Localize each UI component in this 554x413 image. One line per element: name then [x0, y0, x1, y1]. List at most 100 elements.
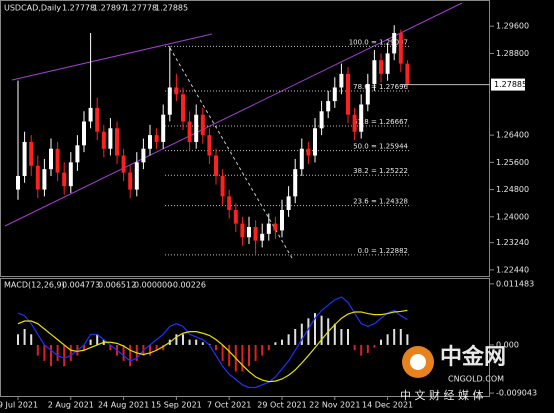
candle-body [167, 87, 172, 115]
candle-body [365, 84, 370, 105]
candle-body [346, 73, 350, 115]
macd-histogram-bar [30, 334, 33, 345]
candle-body [154, 135, 159, 142]
macd-histogram-bar [175, 334, 178, 345]
macd-header-value: 0.004773 [62, 281, 100, 290]
candle-body [108, 128, 113, 149]
y-tick-label: 1.24000 [496, 212, 529, 221]
macd-histogram-bar [221, 344, 224, 361]
candle-body [35, 165, 40, 190]
candle-body [55, 148, 60, 173]
macd-histogram-bar [307, 318, 310, 345]
candle-body [148, 135, 152, 149]
macd-histogram-bar [182, 334, 184, 345]
candle-body [293, 169, 298, 197]
y-tick-label: 1.29600 [496, 22, 529, 31]
candle-body [260, 233, 265, 241]
price-panel-frame [0, 0, 490, 277]
header-value: 1.27885 [155, 4, 188, 13]
candle-body [240, 223, 245, 238]
fib-label: 38.2 = 1.25222 [353, 167, 408, 175]
macd-histogram-bar [386, 334, 389, 345]
watermark-slogan: 中 文 财 经 媒 体 [400, 388, 483, 402]
watermark-brand: 中金网 [440, 344, 506, 370]
header-value: 1.27897 [93, 4, 126, 13]
candle-body [220, 175, 225, 197]
candle-body [42, 169, 47, 190]
macd-header-value: 0.006512 [98, 281, 136, 290]
fib-label: 50.0 = 1.25944 [353, 143, 408, 151]
symbol-title: USDCAD,Daily [4, 4, 61, 13]
macd-histogram-bar [96, 334, 99, 345]
macd-line [17, 309, 408, 383]
candle-body [392, 33, 397, 54]
candle-body [16, 175, 20, 190]
candle-body [194, 114, 199, 142]
macd-histogram-bar [241, 344, 244, 372]
y-tick-label: 1.24800 [496, 185, 529, 194]
candle-body [214, 155, 218, 176]
candle-body [22, 141, 27, 176]
y-tick-label: 1.22440 [496, 265, 529, 274]
macd-histogram-bar [17, 334, 19, 345]
candle-body [75, 145, 80, 163]
trend-line-upper [11, 33, 213, 81]
watermark-site: CNGOLD.COM [448, 375, 504, 384]
candle-body [266, 223, 271, 234]
candle-body [62, 172, 67, 187]
candle-body [385, 53, 390, 74]
candle-body [200, 114, 205, 136]
macd-histogram-bar [300, 323, 303, 345]
y-tick-label: 1.25600 [496, 158, 529, 167]
macd-histogram-bar [195, 339, 198, 345]
candle-body [29, 141, 34, 166]
fib-label: 78.6 = 1.27696 [353, 83, 408, 91]
candle-body [306, 148, 311, 156]
candle-body [161, 114, 166, 142]
candle-body [352, 114, 357, 132]
candle-body [95, 107, 100, 132]
candle-body [207, 135, 212, 156]
macd-histogram-bar [122, 344, 125, 361]
macd-histogram-bar [89, 339, 92, 345]
candle-body [339, 73, 344, 88]
macd-y-tick-label: 0.000 [496, 340, 519, 349]
macd-histogram-bar [399, 328, 402, 345]
macd-histogram-bar [63, 344, 66, 367]
macd-histogram-bar [366, 344, 369, 353]
candle-body [379, 60, 383, 74]
candle-body [273, 223, 278, 231]
candle-body [372, 60, 377, 85]
candle-body [253, 227, 258, 241]
watermark: 中金网 CNGOLD.COM 中 文 财 经 媒 体 [400, 344, 506, 402]
macd-histogram-bar [340, 328, 343, 345]
y-tick-label: 1.26400 [496, 131, 529, 140]
candle-body [299, 148, 304, 170]
x-tick-label: 15 Sep 2021 [151, 401, 202, 410]
current-price-box [491, 78, 525, 91]
watermark-logo-inner [410, 354, 426, 370]
x-tick-label: 24 Aug 2021 [98, 401, 149, 410]
macd-histogram-bar [360, 344, 363, 356]
candle-body [101, 131, 106, 149]
macd-histogram-bar [373, 344, 376, 348]
macd-histogram-bar [248, 344, 250, 367]
y-tick-label: 1.23240 [496, 238, 529, 247]
macd-panel-frame [0, 278, 490, 397]
fib-label: 100.0 = 1.29007 [349, 38, 408, 46]
macd-histogram-bar [215, 344, 217, 351]
current-price-label: 1.27885 [494, 80, 527, 89]
x-tick-label: 29 Oct 2021 [257, 401, 306, 410]
x-tick-label: 9 Jul 2021 [0, 401, 38, 410]
candle-body [319, 111, 324, 129]
macd-histogram-bar [267, 344, 270, 351]
macd-histogram-bar [23, 328, 26, 345]
macd-histogram-bar [406, 334, 409, 345]
x-tick-label: 22 Nov 2021 [309, 401, 360, 410]
candle-body [233, 209, 238, 224]
x-tick-label: 2 Aug 2021 [48, 401, 94, 410]
macd-histogram-bar [69, 344, 72, 361]
macd-histogram-bar [294, 328, 297, 345]
macd-histogram-bar [149, 344, 151, 356]
